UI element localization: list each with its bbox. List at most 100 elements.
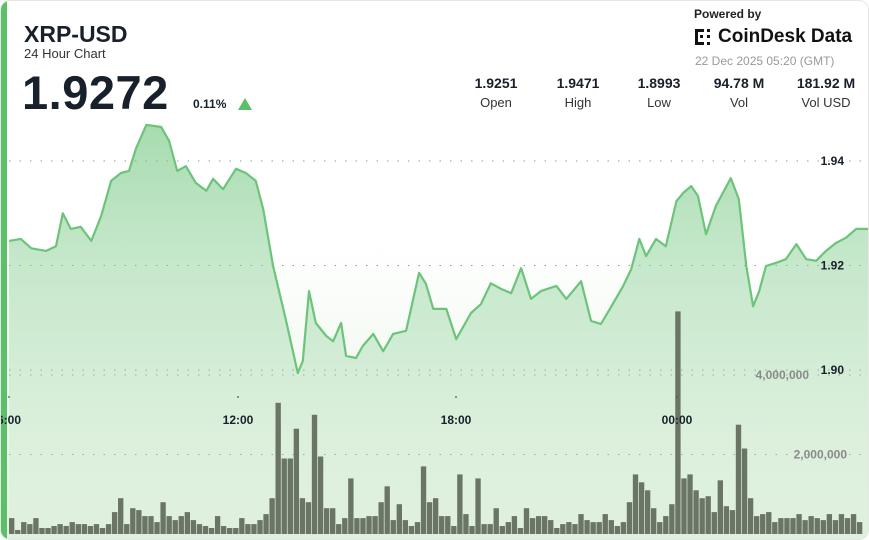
volume-bar: [451, 526, 457, 534]
volume-bar: [844, 518, 851, 534]
volume-bar: [323, 508, 330, 534]
volume-bar: [105, 524, 112, 534]
price-line: [8, 123, 868, 375]
volume-bar: [644, 490, 651, 534]
volume-bar: [366, 516, 372, 534]
volume-bar: [548, 520, 554, 534]
volume-bar: [614, 526, 621, 534]
brand-logo: CoinDesk Data: [694, 26, 852, 48]
x-tick-mark: [237, 396, 239, 398]
volume-bar: [111, 512, 118, 534]
volume-bar: [275, 402, 281, 534]
volume-bar: [63, 526, 69, 534]
volume-bar: [699, 498, 705, 534]
volume-bar: [687, 474, 693, 534]
chart-subtitle: 24 Hour Chart: [24, 46, 106, 61]
volume-bar: [439, 516, 445, 534]
volume-bar: [239, 518, 245, 534]
volume-bar: [15, 530, 21, 534]
volume-bar: [723, 506, 730, 534]
volume-bar: [166, 516, 172, 534]
volume-bar: [9, 518, 15, 534]
stat-value: 1.9471: [556, 75, 600, 91]
volume-bar: [402, 520, 409, 534]
price-area: [9, 124, 868, 539]
stat-low: 1.8993 Low: [614, 75, 704, 110]
timestamp: 22 Dec 2025 05:20 (GMT): [695, 54, 835, 68]
volume-bar: [160, 502, 166, 534]
volume-bar: [130, 508, 136, 534]
volume-bar: [608, 520, 614, 534]
volume-bar: [566, 522, 572, 534]
volume-bar: [735, 424, 742, 534]
brand-name: CoinDesk Data: [718, 26, 853, 47]
volume-bar: [481, 524, 487, 534]
x-tick-mark: [8, 396, 10, 398]
volume-bar: [469, 526, 475, 534]
volume-bar: [850, 514, 857, 534]
volume-tick-label: 2,000,000: [794, 448, 848, 462]
stat-open: 1.9251 Open: [451, 75, 541, 110]
x-tick-mark: [455, 396, 457, 398]
volume-bar: [293, 428, 300, 534]
y-tick-label: 1.94: [821, 154, 845, 168]
y-tick-label: 1.90: [821, 363, 845, 377]
volume-bar: [784, 518, 790, 534]
price-change: 0.11%: [193, 97, 227, 111]
volume-bar: [808, 516, 814, 534]
volume-bar: [602, 514, 608, 534]
volume-bar: [336, 524, 342, 534]
volume-bar: [523, 508, 530, 534]
powered-by: Powered by: [694, 7, 762, 21]
x-tick-label: 00:00: [662, 413, 693, 427]
volume-bar: [178, 516, 184, 534]
volume-bar: [517, 528, 524, 534]
current-price: 1.9272: [22, 66, 169, 119]
volume-bar: [772, 522, 778, 534]
volume-bar: [251, 524, 257, 534]
volume-bar: [233, 528, 239, 534]
volume-bar: [87, 526, 94, 534]
volume-bar: [196, 524, 203, 534]
volume-bar: [51, 526, 57, 534]
volume-bar: [856, 522, 863, 534]
volume-bar: [118, 498, 124, 534]
volume-bar: [21, 522, 27, 534]
volume-bar: [311, 414, 318, 535]
volume-bar: [245, 524, 251, 534]
volume-bar: [541, 516, 548, 534]
stat-vol-usd: 181.92 M Vol USD: [781, 75, 868, 110]
volume-bar: [414, 522, 421, 534]
volume-bar: [445, 516, 451, 534]
stat-vol: 94.78 M Vol: [694, 75, 784, 110]
volume-bar: [487, 524, 493, 534]
volume-bar: [505, 522, 512, 534]
volume-bar: [99, 528, 106, 534]
volume-bar: [766, 512, 772, 534]
y-tick-label: 1.92: [821, 259, 845, 273]
pair-title: XRP-USD: [24, 21, 128, 47]
volume-bar: [796, 514, 802, 534]
volume-bar: [578, 514, 584, 534]
volume-bar: [202, 526, 209, 534]
volume-bar: [45, 528, 51, 534]
volume-bar: [330, 508, 336, 534]
volume-bar: [317, 456, 324, 534]
volume-bar: [529, 518, 536, 534]
stat-label: Open: [480, 95, 512, 110]
volume-bar: [148, 516, 154, 534]
volume-bar: [154, 522, 160, 534]
volume-bar: [214, 516, 221, 534]
volume-bar: [802, 520, 808, 534]
volume-bar: [584, 520, 590, 534]
volume-bar: [711, 512, 717, 534]
stat-high: 1.9471 High: [533, 75, 623, 110]
volume-bar: [457, 474, 463, 534]
volume-bar: [384, 486, 390, 534]
volume-bar: [287, 458, 293, 534]
volume-bar: [747, 498, 754, 534]
volume-bar: [572, 524, 578, 534]
stat-value: 181.92 M: [796, 75, 856, 91]
